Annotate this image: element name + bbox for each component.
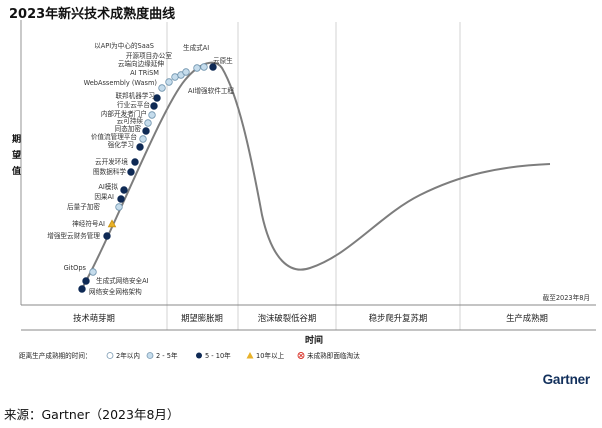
- technology-marker: [117, 195, 125, 203]
- technology-marker: [165, 78, 173, 86]
- technology-label: 神经符号AI: [72, 219, 105, 228]
- y-axis-label-char-3: 值: [12, 165, 21, 177]
- technology-label: 同态加密: [115, 124, 142, 133]
- technology-marker: [209, 63, 217, 71]
- technology-marker: [120, 186, 128, 194]
- x-axis-label: 时间: [305, 334, 323, 346]
- phase-dividers: [166, 22, 461, 330]
- technology-label: 强化学习: [108, 140, 134, 149]
- phase-label: 期望膨胀期: [181, 313, 223, 323]
- gartner-logo: Gartner: [542, 372, 591, 387]
- phase-label: 技术萌芽期: [73, 313, 115, 323]
- technology-label: 以API为中心的SaaS: [94, 41, 154, 50]
- technology-label: AI TRiSM: [130, 69, 159, 77]
- legend-marker-lt2: [106, 352, 114, 359]
- technology-marker: [200, 63, 208, 71]
- technology-marker: [150, 102, 158, 110]
- phase-label: 泡沫破裂低谷期: [258, 313, 317, 323]
- technology-label: 因果AI: [94, 193, 114, 201]
- legend: 距离生产成熟期的时间： 2年以内 2 - 5年 5 - 10年 10年以上 未成…: [19, 351, 360, 360]
- technology-marker: [153, 94, 161, 102]
- technology-label: GitOps: [64, 264, 87, 272]
- technology-marker: [182, 68, 190, 76]
- technology-label: 增强型云财务管理: [47, 231, 100, 240]
- technology-label: 生成式AI: [183, 43, 209, 52]
- y-axis-label-char-1: 期: [12, 133, 21, 145]
- technology-marker: [82, 277, 90, 285]
- legend-label-2-5: 2 - 5年: [156, 351, 178, 360]
- technology-label: 生成式网络安全AI: [96, 276, 149, 285]
- technology-marker: [115, 203, 123, 211]
- technology-label: 价值流管理平台: [91, 132, 138, 141]
- technology-label: AI增强软件工程: [188, 86, 234, 95]
- legend-label-gt10: 10年以上: [256, 351, 285, 360]
- legend-marker-2-5: [146, 352, 154, 359]
- technology-markers: 网络安全网格架构 生成式网络安全AI GitOps 增强型云财务管理 神经符号AI 后量子…: [47, 41, 234, 296]
- legend-label-lt2: 2年以内: [116, 351, 140, 360]
- technology-marker: [148, 111, 156, 119]
- technology-label: 网络安全网格架构: [89, 287, 142, 296]
- axes: [20, 20, 596, 331]
- phase-label: 生产成熟期: [506, 313, 548, 323]
- legend-label-obsolete: 未成熟即面临淘汰: [307, 351, 360, 360]
- technology-label: 后量子加密: [67, 202, 100, 211]
- technology-label: 云端向边缘延伸: [118, 59, 165, 68]
- legend-marker-gt10: [246, 352, 254, 359]
- y-axis-label: 期 望 值: [12, 133, 21, 177]
- phase-label: 稳步爬升复苏期: [369, 313, 428, 323]
- technology-label: WebAssembly (Wasm): [84, 79, 157, 87]
- legend-title: 距离生产成熟期的时间：: [19, 351, 92, 360]
- technology-label: 行业云平台: [117, 100, 150, 109]
- technology-marker: [144, 119, 152, 127]
- technology-marker: [171, 73, 179, 81]
- technology-marker: [78, 285, 86, 293]
- technology-label: 云可持续: [117, 116, 144, 125]
- technology-label: 内部开发者门户: [101, 109, 147, 118]
- phase-labels: 技术萌芽期 期望膨胀期 泡沫破裂低谷期 稳步爬升复苏期 生产成熟期: [73, 313, 548, 323]
- technology-marker: [158, 84, 166, 92]
- technology-marker: [127, 168, 135, 176]
- technology-marker: [139, 135, 147, 143]
- legend-marker-5-10: [196, 352, 202, 359]
- technology-marker: [103, 232, 111, 240]
- technology-label: AI模拟: [98, 182, 118, 191]
- hype-curve: [79, 61, 551, 293]
- technology-label: 云开发环境: [95, 157, 128, 166]
- technology-marker: [107, 219, 117, 228]
- technology-label: 联邦机器学习: [115, 91, 155, 100]
- technology-label: 云原生: [213, 56, 233, 65]
- technology-marker: [142, 127, 150, 135]
- technology-marker: [89, 268, 97, 276]
- technology-marker: [136, 143, 144, 151]
- y-axis-label-char-2: 望: [12, 149, 21, 161]
- legend-label-5-10: 5 - 10年: [205, 351, 231, 360]
- chart-title: 2023年新兴技术成熟度曲线: [9, 7, 176, 22]
- as-of-label: 截至2023年8月: [543, 293, 590, 302]
- source-note: 来源：Gartner（2023年8月）: [4, 407, 180, 422]
- technology-label: 图数据科学: [93, 167, 126, 176]
- technology-marker: [131, 158, 139, 166]
- technology-marker: [193, 64, 201, 72]
- technology-label: 开源项目办公室: [126, 51, 173, 60]
